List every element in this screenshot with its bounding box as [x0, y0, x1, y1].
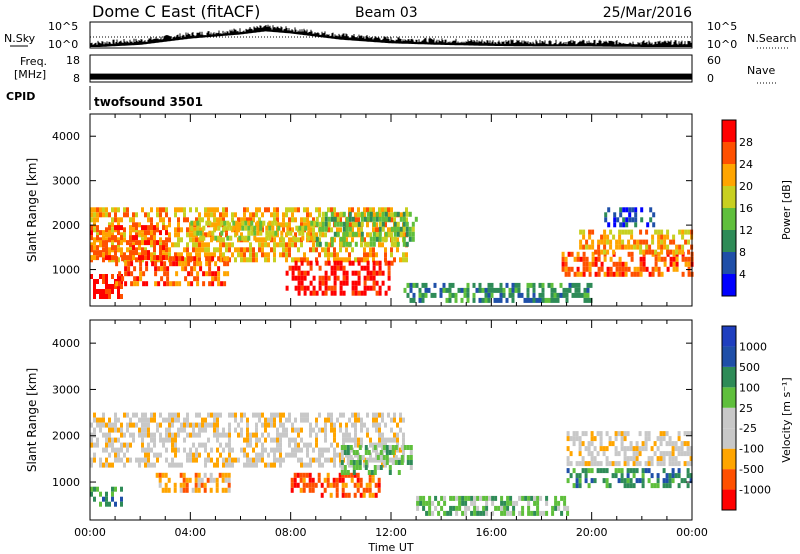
- power-region-9: [403, 282, 593, 303]
- nsearch-ytick-bottom: 10^0: [707, 38, 737, 51]
- nsearch-label: N.Search: [747, 32, 797, 45]
- velocity-ytick-label-2: 3000: [52, 383, 80, 396]
- power-colorbar-label: Power [dB]: [780, 180, 793, 240]
- power-ylabel: Slant Range [km]: [25, 158, 39, 262]
- power-region-4: [90, 225, 168, 261]
- power-colorbar-segment-5: [722, 164, 736, 186]
- time-xtick-label-5: 20:00: [576, 526, 608, 539]
- power-colorbar-tick-3: 16: [739, 202, 753, 215]
- nave-ytick-bottom: 0: [707, 72, 714, 85]
- power-colorbar-tick-2: 12: [739, 224, 753, 237]
- velocity-region-3: [290, 472, 381, 498]
- power-colorbar-tick-6: 28: [739, 136, 753, 149]
- nsky-ytick-bottom: 10^0: [48, 38, 78, 51]
- velocity-colorbar-segment-6: [722, 366, 736, 388]
- power-colorbar-tick-1: 8: [739, 246, 746, 259]
- velocity-colorbar-tick-4: 25: [739, 402, 753, 415]
- figure-title: Dome C East (fitACF): [92, 2, 260, 21]
- power-colorbar-segment-2: [722, 230, 736, 252]
- velocity-ytick-label-3: 4000: [52, 337, 80, 350]
- power-region-6: [315, 211, 418, 247]
- power-region-5: [190, 220, 317, 241]
- power-colorbar-tick-0: 4: [739, 268, 746, 281]
- velocity-region-5: [566, 468, 693, 489]
- power-colorbar-tick-4: 20: [739, 180, 753, 193]
- power-ytick-label-1: 2000: [52, 219, 80, 232]
- velocity-colorbar-tick-2: -100: [739, 443, 764, 456]
- power-colorbar-frame: [721, 119, 737, 297]
- power-ytick-label-3: 4000: [52, 130, 80, 143]
- nsky-series: [90, 24, 692, 47]
- velocity-colorbar-tick-3: -25: [739, 422, 757, 435]
- velocity-ytick-label-1: 2000: [52, 430, 80, 443]
- velocity-region-1: [90, 486, 123, 507]
- velocity-colorbar-tick-6: 500: [739, 361, 760, 374]
- freq-label-line1: Freq.: [20, 55, 47, 68]
- freq-label-line2: [MHz]: [14, 68, 46, 81]
- freq-ytick-bottom: 8: [73, 72, 80, 85]
- velocity-region-7: [416, 495, 570, 516]
- power-ytick-label-0: 1000: [52, 264, 80, 277]
- velocity-colorbar-segment-3: [722, 428, 736, 449]
- velocity-colorbar-frame: [721, 325, 737, 511]
- velocity-region-2: [155, 472, 231, 493]
- power-region-3: [285, 260, 394, 296]
- cpid-value: twofsound 3501: [94, 95, 203, 109]
- time-xtick-label-3: 12:00: [375, 526, 407, 539]
- power-ytick-label-2: 3000: [52, 175, 80, 188]
- velocity-region-6: [566, 431, 693, 467]
- power-colorbar-segment-6: [722, 142, 736, 164]
- time-xtick-label-2: 08:00: [275, 526, 307, 539]
- power-colorbar-segment-3: [722, 208, 736, 230]
- power-colorbar-segment-4: [722, 186, 736, 208]
- power-region-10: [604, 207, 656, 228]
- velocity-region-4: [340, 445, 413, 475]
- time-xtick-label-4: 16:00: [475, 526, 507, 539]
- power-colorbar-segment-1: [722, 252, 736, 274]
- power-region-7: [561, 251, 694, 277]
- time-xtick-label-0: 00:00: [74, 526, 106, 539]
- time-xtick-label-1: 04:00: [174, 526, 206, 539]
- nsky-ytick-top: 10^5: [48, 20, 78, 33]
- nsearch-ytick-top: 10^5: [707, 20, 737, 33]
- velocity-colorbar-tick-5: 100: [739, 381, 760, 394]
- nave-label: Nave: [747, 64, 775, 77]
- velocity-colorbar-segment-4: [722, 407, 736, 429]
- power-region-2: [115, 256, 230, 287]
- power-colorbar-segment-7: [722, 120, 736, 142]
- freq-panel-frame: [89, 54, 693, 83]
- velocity-colorbar-tick-7: 1000: [739, 340, 767, 353]
- time-xlabel: Time UT: [367, 541, 413, 554]
- time-xtick-label-6: 00:00: [676, 526, 708, 539]
- velocity-colorbar-segment-8: [722, 326, 736, 347]
- velocity-colorbar-tick-0: -1000: [739, 484, 771, 497]
- velocity-colorbar-segment-0: [722, 489, 736, 510]
- power-region-1: [90, 274, 123, 299]
- velocity-colorbar-segment-1: [722, 469, 736, 490]
- freq-ytick-top: 18: [66, 54, 80, 67]
- velocity-region-0: [90, 412, 405, 468]
- velocity-colorbar-tick-1: -500: [739, 463, 764, 476]
- power-colorbar-segment-0: [722, 274, 736, 296]
- velocity-ytick-label-0: 1000: [52, 476, 80, 489]
- velocity-colorbar-label: Velocity [m s⁻¹]: [780, 377, 793, 462]
- nave-ytick-top: 60: [707, 54, 721, 67]
- velocity-colorbar-segment-7: [722, 346, 736, 367]
- nsky-label: N.Sky: [4, 32, 36, 45]
- power-region-8: [579, 229, 694, 255]
- freq-series: [90, 73, 692, 80]
- velocity-colorbar-segment-5: [722, 387, 736, 408]
- velocity-colorbar-segment-2: [722, 448, 736, 470]
- date-label: 25/Mar/2016: [603, 5, 692, 21]
- nsky-panel-frame: [89, 21, 693, 49]
- cpid-label: CPID: [6, 90, 35, 103]
- beam-label: Beam 03: [355, 5, 418, 21]
- power-colorbar-tick-5: 24: [739, 158, 753, 171]
- velocity-ylabel: Slant Range [km]: [25, 368, 39, 472]
